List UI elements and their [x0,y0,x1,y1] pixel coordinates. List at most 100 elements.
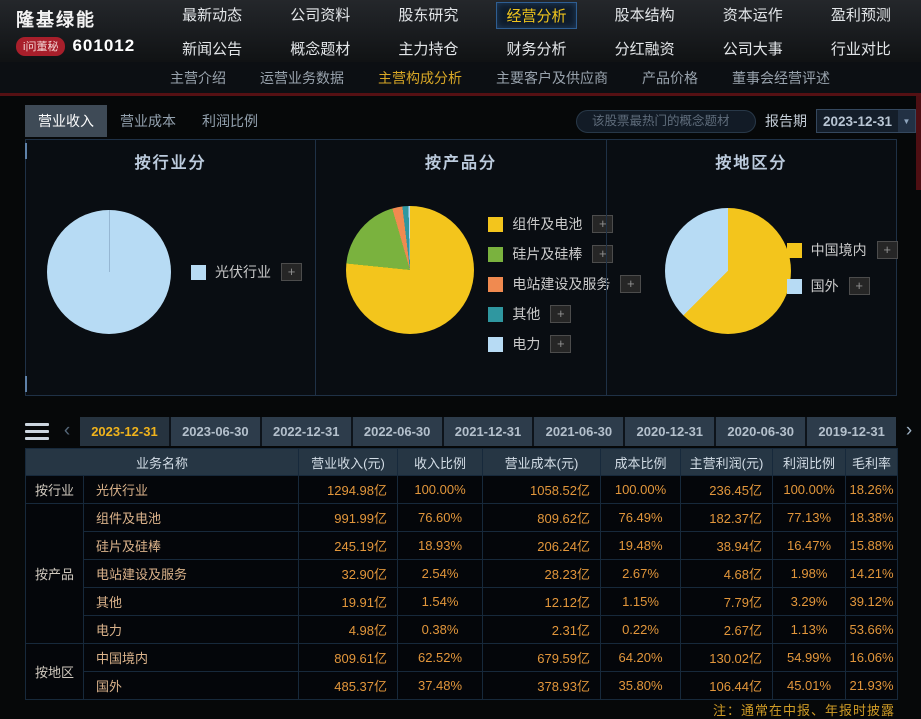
value-cell: 38.94亿 [680,531,774,560]
period-tab[interactable]: 2020-12-31 [625,416,715,446]
sub-nav-item[interactable]: 主要客户及供应商 [496,69,608,86]
prev-arrow-icon[interactable]: ‹ [63,420,71,441]
panel-corner-tick [25,376,27,392]
top-nav-item[interactable]: 盈利预测 [830,6,891,24]
legend-item[interactable]: 光伏行业 + [191,262,302,282]
legend-add-button[interactable]: + [876,241,898,259]
pie-chart[interactable] [346,206,475,334]
top-nav-item[interactable]: 财务分析 [506,40,567,58]
top-nav-item[interactable]: 概念题材 [290,40,351,58]
sub-nav-item[interactable]: 产品价格 [642,69,698,86]
legend-item[interactable]: 国外 + [786,276,898,296]
percent-cell: 15.88% [845,531,899,560]
chart-legend: 中国境内 + 国外 + [786,240,898,296]
pie-chart[interactable] [47,210,171,334]
period-tab[interactable]: 2019-12-31 [807,416,897,446]
legend-item[interactable]: 中国境内 + [786,240,898,260]
percent-cell: 77.13% [772,503,847,532]
period-tab[interactable]: 2021-06-30 [534,416,624,446]
view-tab[interactable]: 营业成本 [120,113,176,129]
legend-add-button[interactable]: + [281,263,302,281]
percent-cell: 1.98% [772,559,847,588]
top-nav-item[interactable]: 资本运作 [722,6,783,24]
top-nav-item[interactable]: 最新动态 [182,6,243,24]
search-input[interactable] [592,114,753,128]
table-header-cell: 营业成本(元) [482,448,602,476]
period-tab[interactable]: 2022-06-30 [352,416,442,446]
business-name-cell: 中国境内 [82,643,300,672]
top-nav-item[interactable]: 股本结构 [614,6,675,24]
legend-item[interactable]: 其他 + [488,304,641,324]
top-nav-item[interactable]: 主力持仓 [398,40,459,58]
ask-secretary-badge[interactable]: i问董秘 [16,36,66,56]
top-nav-item[interactable]: 分红融资 [614,40,675,58]
value-cell: 182.37亿 [680,503,774,532]
percent-cell: 19.48% [600,531,682,560]
legend-add-button[interactable]: + [550,305,572,323]
period-tab[interactable]: 2022-12-31 [261,416,351,446]
report-period-dropdown[interactable]: 2023-12-31 ▼ [816,109,916,133]
percent-cell: 3.29% [772,587,847,616]
legend-add-button[interactable]: + [592,215,614,233]
value-cell: 206.24亿 [482,531,602,560]
top-nav-item[interactable]: 公司资料 [290,6,351,24]
legend-label: 其他 [512,306,541,322]
legend-add-button[interactable]: + [592,245,614,263]
legend-item[interactable]: 电站建设及服务 + [488,274,642,294]
chart-title: 按行业分 [134,155,207,172]
percent-cell: 76.49% [600,503,682,532]
top-nav-item[interactable]: 股东研究 [398,6,459,24]
chart-legend: 组件及电池 + 硅片及硅棒 + 电站建设及服务 + 其他 + 电力 + [488,214,642,354]
view-tab[interactable]: 营业收入 [25,105,107,137]
legend-add-button[interactable]: + [620,275,642,293]
value-cell: 28.23亿 [482,559,602,588]
menu-icon[interactable] [25,422,49,440]
percent-cell: 54.99% [772,643,847,672]
percent-cell: 37.48% [397,671,484,700]
sub-nav-item[interactable]: 运营业务数据 [260,69,344,86]
scrollbar-thumb[interactable] [916,96,921,190]
legend-label: 硅片及硅棒 [512,246,583,262]
percent-cell: 100.00% [600,475,682,504]
sub-nav-item[interactable]: 主营构成分析 [378,69,462,86]
value-cell: 991.99亿 [298,503,399,532]
top-nav-item[interactable]: 行业对比 [830,40,891,58]
legend-label: 电力 [512,336,541,352]
table-header-cell: 业务名称 [24,448,300,476]
value-cell: 7.79亿 [680,587,774,616]
legend-add-button[interactable]: + [550,335,572,353]
period-tab[interactable]: 2023-12-31 [80,416,169,446]
stock-sub: i问董秘 601012 [16,36,158,56]
period-tab[interactable]: 2023-06-30 [170,416,260,446]
value-cell: 32.90亿 [298,559,399,588]
legend-item[interactable]: 电力 + [488,334,641,354]
value-cell: 485.37亿 [298,671,399,700]
legend-label: 电站建设及服务 [512,276,611,292]
view-tab[interactable]: 利润比例 [202,113,258,129]
chevron-down-icon: ▼ [898,110,915,132]
table-row: 电力 4.98亿 0.38% 2.31亿 0.22% 2.67亿 1.13% 53.66% [26,615,899,644]
period-tab[interactable]: 2021-12-31 [443,416,533,446]
top-nav-item[interactable]: 经营分析 [496,1,577,29]
percent-cell: 16.47% [772,531,847,560]
legend-add-button[interactable]: + [848,277,870,295]
report-period-label: 报告期 [765,113,807,129]
top-nav-item[interactable]: 公司大事 [722,40,783,58]
percent-cell: 64.20% [600,643,682,672]
sub-nav-item[interactable]: 董事会经营评述 [732,69,830,86]
legend-item[interactable]: 组件及电池 + [488,214,641,234]
value-cell: 1294.98亿 [298,475,399,504]
period-tab[interactable]: 2020-06-30 [716,416,806,446]
next-arrow-icon[interactable]: › [905,420,913,441]
legend-swatch [488,246,504,262]
percent-cell: 100.00% [772,475,847,504]
sub-nav-item[interactable]: 主营介绍 [170,69,226,86]
value-cell: 236.45亿 [680,475,774,504]
legend-label: 光伏行业 [215,264,271,280]
top-nav-item[interactable]: 新闻公告 [182,40,243,58]
value-cell: 679.59亿 [482,643,602,672]
percent-cell: 18.26% [845,475,899,504]
pie-chart[interactable] [664,208,791,334]
percent-cell: 2.67% [600,559,682,588]
legend-item[interactable]: 硅片及硅棒 + [488,244,641,264]
